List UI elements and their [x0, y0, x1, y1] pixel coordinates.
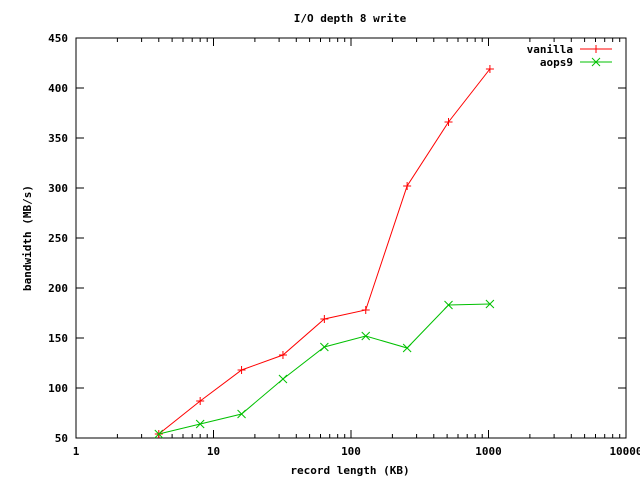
series-group — [154, 65, 495, 439]
x-tick-label: 1000 — [475, 445, 502, 458]
y-tick-label: 150 — [48, 332, 68, 345]
x-tick-label: 10000 — [609, 445, 640, 458]
series-aops9 — [154, 299, 495, 439]
data-point-marker — [361, 331, 371, 341]
series-line — [158, 303, 490, 435]
y-tick-label: 100 — [48, 382, 68, 395]
y-tick-label: 50 — [55, 432, 68, 445]
legend-label: aops9 — [540, 56, 573, 69]
data-point-marker — [485, 299, 495, 309]
x-tick-label: 10 — [207, 445, 220, 458]
x-tick-labels: 1 10 100 1000 10000 — [73, 445, 640, 458]
x-tick-label: 100 — [341, 445, 361, 458]
series-line — [158, 68, 491, 435]
data-point-marker — [319, 342, 329, 352]
data-point-marker — [591, 57, 601, 67]
y-tick-label: 400 — [48, 82, 68, 95]
y-tick-label: 450 — [48, 32, 68, 45]
y-tick-label: 350 — [48, 132, 68, 145]
y-tick-label: 200 — [48, 282, 68, 295]
y-tick-label: 300 — [48, 182, 68, 195]
y-tick-label: 250 — [48, 232, 68, 245]
x-axis-label: record length (KB) — [290, 464, 409, 477]
series-vanilla — [154, 65, 494, 438]
data-point-marker — [195, 419, 205, 429]
data-point-marker — [237, 409, 246, 419]
data-point-marker — [402, 343, 412, 353]
y-axis-label: bandwidth (MB/s) — [21, 185, 34, 291]
y-tick-labels: 50 100 150 200 250 300 350 400 450 — [48, 32, 68, 445]
axis-ticks — [75, 37, 627, 439]
legend-label: vanilla — [527, 43, 573, 56]
x-tick-label: 1 — [73, 445, 80, 458]
plot-frame — [75, 37, 627, 439]
data-point-marker — [154, 429, 164, 439]
chart-title: I/O depth 8 write — [294, 12, 407, 25]
data-point-marker — [444, 300, 453, 310]
data-point-marker — [278, 374, 288, 384]
